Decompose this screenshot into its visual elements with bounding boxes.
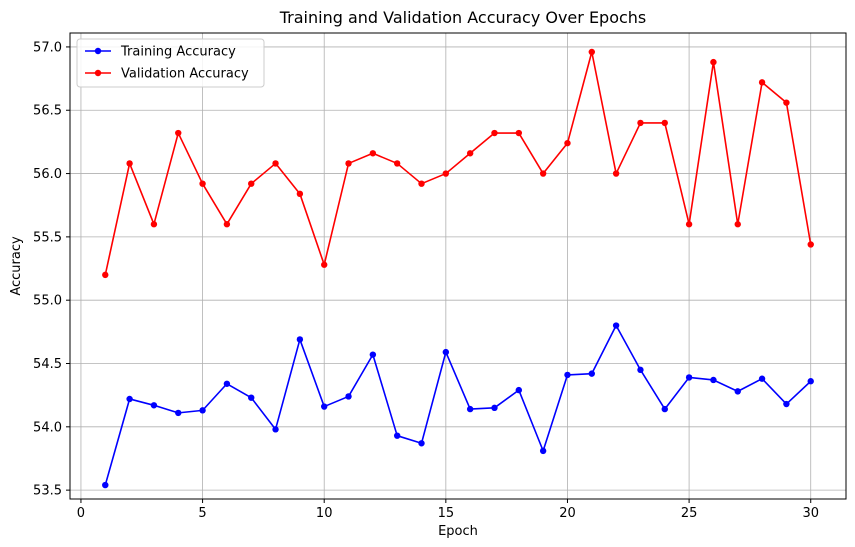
series-line: [104, 324, 812, 486]
y-axis-label: Accuracy: [9, 236, 24, 296]
legend-box: [76, 38, 265, 88]
data-point: [710, 58, 717, 66]
data-point: [442, 348, 450, 356]
x-tick-label: 20: [559, 506, 576, 521]
data-point: [296, 336, 304, 343]
data-point: [272, 160, 279, 167]
data-point: [369, 351, 377, 358]
plot-frame: [69, 32, 847, 500]
data-point: [175, 129, 182, 137]
data-point: [685, 221, 693, 228]
data-point: [661, 119, 668, 127]
y-tick-label: 54.0: [33, 420, 62, 435]
data-point: [223, 221, 231, 228]
data-point: [248, 394, 255, 401]
series-line: [104, 51, 812, 276]
data-point: [685, 374, 693, 381]
data-point: [588, 370, 595, 377]
x-tick-label: 30: [802, 506, 819, 521]
data-point: [175, 409, 182, 417]
data-point: [539, 447, 547, 455]
data-point: [418, 440, 425, 447]
grid: [70, 33, 846, 499]
y-tick-label: 57.0: [33, 40, 62, 55]
data-point: [807, 378, 814, 385]
data-point: [393, 160, 401, 167]
data-point: [710, 376, 717, 384]
y-tick-label: 53.5: [33, 484, 62, 499]
data-point: [758, 79, 766, 86]
axis-ticks: 0 5 10 15 20 25 30 53.5 54.0 54.5 55.0 55.5 56.0 56.5…: [33, 40, 819, 521]
data-point: [345, 393, 352, 400]
data-point: [418, 180, 425, 187]
data-point: [321, 403, 328, 410]
data-point: [466, 405, 474, 413]
data-point: [126, 160, 133, 167]
data-point: [564, 139, 571, 147]
x-tick-label: 25: [681, 506, 698, 521]
data-point: [612, 322, 620, 329]
data-point: [758, 375, 766, 382]
data-point: [199, 180, 206, 187]
data-point: [734, 221, 741, 228]
data-point: [491, 129, 498, 137]
x-axis-label: Epoch: [438, 524, 478, 539]
data-point: [515, 386, 523, 394]
legend-swatch-marker: [94, 47, 102, 55]
data-point: [321, 261, 328, 268]
data-point: [637, 366, 644, 374]
x-tick-label: 15: [438, 506, 455, 521]
legend-swatch-marker: [94, 69, 102, 77]
y-tick-label: 55.0: [33, 294, 62, 309]
data-point: [539, 170, 547, 177]
data-point: [296, 190, 304, 198]
chart-title: Training and Validation Accuracy Over Ep…: [279, 8, 647, 27]
y-tick-label: 56.0: [33, 167, 62, 182]
x-tick-label: 10: [316, 506, 333, 521]
data-point: [223, 380, 231, 387]
legend-label: Training Accuracy: [120, 45, 236, 60]
data-point: [102, 481, 109, 489]
data-point: [734, 388, 741, 395]
data-point: [150, 221, 158, 228]
data-point: [102, 271, 109, 279]
data-point: [345, 160, 352, 167]
data-point: [272, 426, 279, 433]
data-point: [588, 48, 595, 56]
y-tick-label: 55.5: [33, 230, 62, 245]
data-point: [612, 170, 620, 177]
data-point: [150, 402, 158, 409]
series-1: [102, 322, 814, 489]
data-point: [393, 432, 401, 439]
data-point: [661, 405, 668, 413]
data-point: [126, 395, 133, 403]
series-2: [102, 48, 814, 279]
y-tick-label: 56.5: [33, 104, 62, 119]
data-point: [783, 400, 790, 408]
data-point: [491, 404, 498, 412]
x-tick-label: 5: [198, 506, 206, 521]
data-point: [515, 129, 523, 137]
data-point: [564, 371, 571, 379]
series-group: [102, 48, 814, 489]
x-tick-label: 0: [77, 506, 85, 521]
legend-label: Validation Accuracy: [121, 67, 249, 82]
data-point: [466, 150, 474, 157]
data-point: [199, 407, 206, 414]
data-point: [369, 150, 377, 157]
data-point: [807, 241, 814, 248]
data-point: [637, 119, 644, 127]
y-tick-label: 54.5: [33, 357, 62, 372]
data-point: [248, 180, 255, 187]
data-point: [783, 99, 790, 106]
legend: Training Accuracy Validation Accuracy: [76, 38, 265, 88]
data-point: [442, 170, 450, 177]
